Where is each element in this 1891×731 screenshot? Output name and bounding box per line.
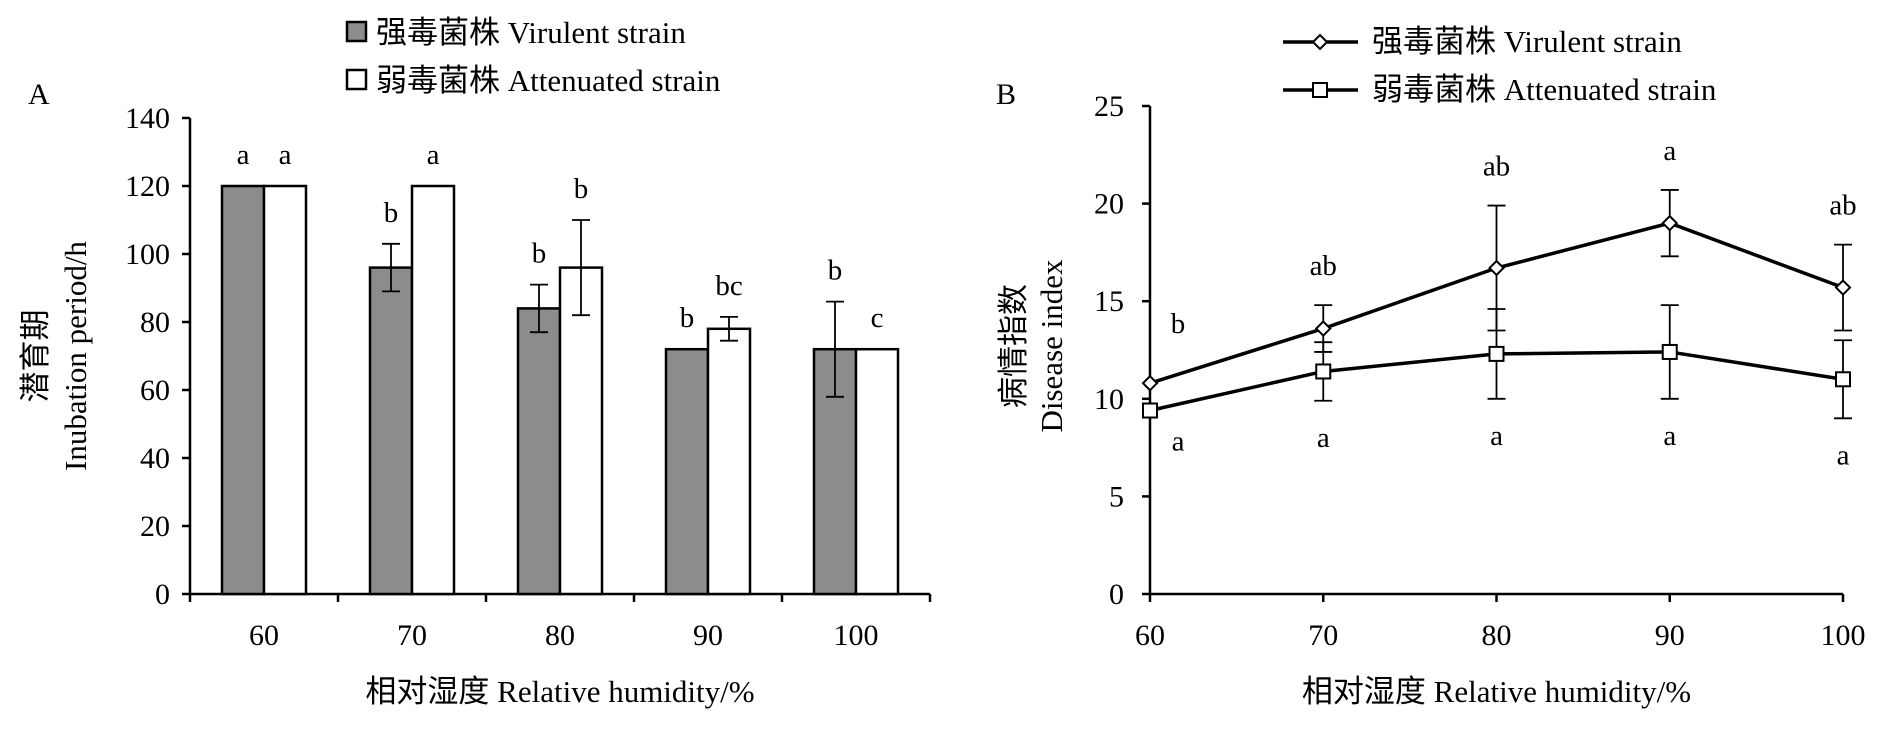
significance-letter: a [1663, 135, 1676, 167]
x-tick-label: 100 [1821, 619, 1866, 652]
y-axis-label-cn: 潜育期 [18, 310, 53, 403]
x-tick-label: 60 [1135, 619, 1165, 652]
legend-label: 强毒菌株 Virulent strain [376, 15, 686, 50]
significance-letter: ab [1829, 190, 1856, 222]
y-tick-label: 15 [1094, 285, 1124, 318]
bar-attenuated [706, 327, 752, 596]
data-point-square [1661, 343, 1678, 360]
y-tick-label: 120 [125, 170, 170, 203]
x-axis-label: 相对湿度 Relative humidity/% [365, 674, 754, 709]
x-tick-label: 60 [249, 619, 279, 652]
legend-marker-diamond [1311, 33, 1329, 51]
y-tick-label: 0 [1109, 578, 1124, 611]
x-tick-label: 100 [834, 619, 879, 652]
x-tick-label: 80 [1482, 619, 1512, 652]
bar-attenuated [558, 266, 604, 596]
y-tick-label: 20 [140, 510, 170, 543]
panel-label: A [28, 78, 50, 111]
significance-letter: b [532, 238, 547, 270]
x-tick-label: 80 [545, 619, 575, 652]
bar-virulent [516, 307, 562, 596]
data-point-diamond [1834, 279, 1852, 296]
data-point-diamond [1141, 374, 1159, 392]
y-tick-label: 5 [1109, 480, 1124, 513]
bar-attenuated [262, 184, 308, 596]
significance-letter: b [574, 173, 589, 205]
bar-attenuated [410, 184, 456, 596]
significance-letter: c [871, 302, 884, 334]
legend-label: 强毒菌株 Virulent strain [1372, 24, 1682, 59]
significance-letter: a [279, 139, 292, 171]
significance-letter: b [1171, 308, 1186, 340]
significance-letter: a [1172, 426, 1185, 458]
x-axis-label: 相对湿度 Relative humidity/% [1302, 674, 1691, 709]
significance-letter: a [1663, 420, 1676, 452]
significance-letter: ab [1310, 250, 1337, 282]
significance-letter: b [384, 197, 399, 229]
data-point-diamond [1314, 320, 1332, 337]
y-tick-label: 20 [1094, 188, 1124, 221]
data-point-square [1488, 345, 1505, 362]
data-point-square [1315, 363, 1332, 380]
bar-attenuated [854, 347, 900, 596]
significance-letter: bc [715, 270, 742, 302]
x-tick-label: 90 [1655, 619, 1685, 652]
legend-swatch [345, 20, 368, 43]
bar-virulent [664, 347, 710, 596]
significance-letter: b [828, 255, 843, 287]
significance-letter: a [237, 139, 250, 171]
bar-virulent [220, 184, 266, 596]
data-point-square [1142, 402, 1158, 419]
y-tick-label: 25 [1094, 90, 1124, 123]
x-tick-label: 70 [397, 619, 427, 652]
x-tick-label: 70 [1308, 619, 1338, 652]
y-tick-label: 10 [1094, 383, 1124, 416]
legend-label: 弱毒菌株 Attenuated strain [376, 63, 721, 98]
y-tick-label: 60 [140, 374, 170, 407]
bar-virulent [368, 266, 414, 596]
y-axis-label-en: Disease index [1034, 259, 1069, 433]
data-point-diamond [1488, 259, 1505, 277]
y-tick-label: 0 [155, 578, 170, 611]
y-tick-label: 80 [140, 306, 170, 339]
y-axis-label-en: Inubation period/h [58, 241, 93, 471]
x-tick-label: 90 [693, 619, 723, 652]
significance-letter: b [680, 302, 695, 334]
significance-letter: a [1317, 422, 1330, 454]
significance-letter: ab [1483, 151, 1510, 183]
y-tick-label: 100 [125, 238, 170, 271]
legend-swatch [345, 68, 368, 91]
y-tick-label: 140 [125, 102, 170, 135]
y-axis-label-cn: 病情指数 [996, 284, 1031, 408]
legend-marker-square [1312, 82, 1328, 98]
panel-label: B [996, 78, 1016, 111]
significance-letter: a [427, 139, 440, 171]
panel-b: B 0 5 10 15 20 25 60 70 80 90 100 b a ab a ab a a a ab a 相对湿度 … [996, 24, 1866, 709]
legend-label: 弱毒菌株 Attenuated strain [1372, 72, 1717, 107]
significance-letter: a [1490, 420, 1503, 452]
data-point-diamond [1661, 214, 1679, 232]
data-point-square [1835, 371, 1851, 388]
significance-letter: a [1837, 439, 1850, 471]
y-tick-label: 40 [140, 442, 170, 475]
